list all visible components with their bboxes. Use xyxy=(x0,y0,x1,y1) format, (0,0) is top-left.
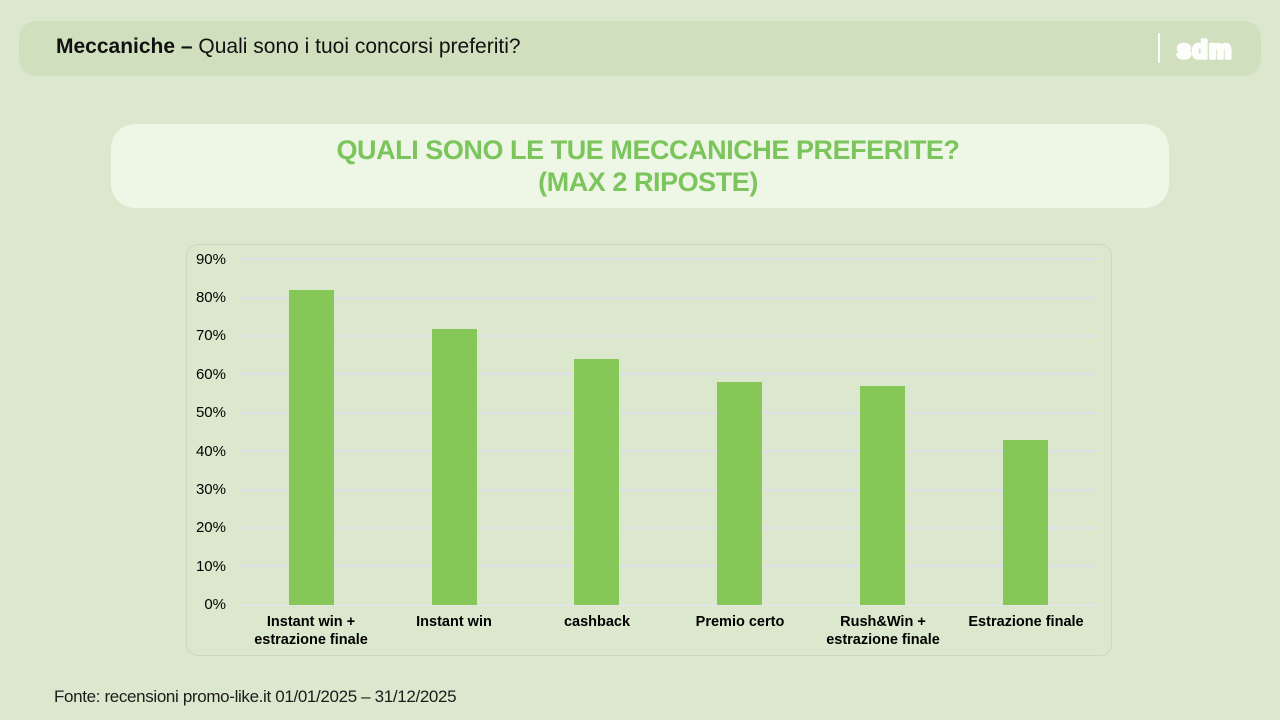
svg-text:sdm: sdm xyxy=(1177,36,1233,64)
